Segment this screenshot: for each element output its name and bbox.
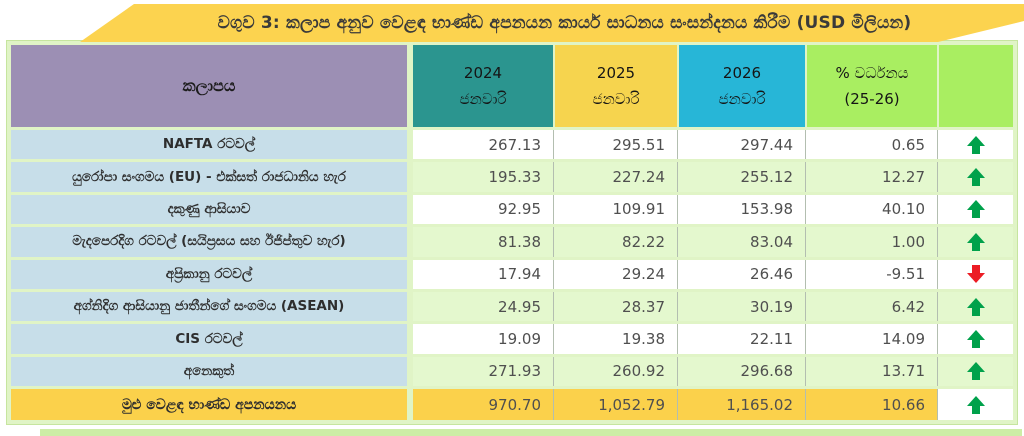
value-2026: 22.11 [677,324,805,354]
value-growth: 1.00 [805,227,937,257]
table-row: අප්‍රිකානු රටවල් 17.94 29.24 26.46 -9.51 [11,259,1013,289]
table-row: අග්නිදිග ආසියානු ජාතීන්ගේ සංගමය (ASEAN) … [11,291,1013,322]
value-growth: 0.65 [805,130,937,160]
table-title-banner: වගුව 3: කලාප අනුව වෙළඳ භාණ්ඩ අපනයන කාර්ය… [80,4,1024,42]
value-2026: 297.44 [677,130,805,160]
value-2025: 28.37 [553,291,677,322]
value-2025: 295.51 [553,130,677,160]
column-header-2025-month: ජනවාරි [592,90,640,108]
region-label: මැදපෙරදිග රටවල් (සයිප්‍රසය සහ ඊජිප්තුව හ… [11,227,407,257]
column-header-2026-month: ජනවාරි [718,90,766,108]
value-growth: 14.09 [805,324,937,354]
column-header-growth-label: % වර්ධනය [835,63,909,82]
value-2025: 29.24 [553,259,677,289]
region-label: දකුණු ආසියාව [11,194,407,225]
region-label: යුරෝපා සංගමය (EU) - එක්සත් රාජධානිය හැර [11,162,407,192]
column-header-2024: 2024 ජනවාරි [413,45,553,127]
trend-cell [937,227,1013,257]
value-2025: 82.22 [553,227,677,257]
value-2025: 227.24 [553,162,677,192]
trend-cell [937,291,1013,322]
total-value-2024: 970.70 [413,389,553,420]
value-2025: 19.38 [553,324,677,354]
trend-cell [937,130,1013,160]
value-2026: 83.04 [677,227,805,257]
value-2024: 92.95 [413,194,553,225]
table-title: වගුව 3: කලාප අනුව වෙළඳ භාණ්ඩ අපනයන කාර්ය… [217,13,912,33]
trend-arrow-icon [966,395,985,414]
value-2024: 271.93 [413,356,553,386]
trend-cell [937,162,1013,192]
region-label: අග්නිදිග ආසියානු ජාතීන්ගේ සංගමය (ASEAN) [11,291,407,322]
value-2026: 153.98 [677,194,805,225]
total-value-growth: 10.66 [805,389,937,420]
value-2026: 26.46 [677,259,805,289]
region-label: CIS රටවල් [11,324,407,354]
bottom-accent-strip [40,429,1022,436]
trend-arrow-icon [967,265,985,283]
column-header-trend [937,45,1013,127]
value-2024: 19.09 [413,324,553,354]
value-growth: -9.51 [805,259,937,289]
value-growth: 12.27 [805,162,937,192]
total-value-2026: 1,165.02 [677,389,805,420]
value-2025: 109.91 [553,194,677,225]
table-row: CIS රටවල් 19.09 19.38 22.11 14.09 [11,324,1013,354]
column-header-2026-year: 2026 [722,63,762,82]
table-row: මැදපෙරදිග රටවල් (සයිප්‍රසය සහ ඊජිප්තුව හ… [11,227,1013,257]
column-header-growth-period: (25-26) [844,90,900,108]
region-label: NAFTA රටවල් [11,130,407,160]
value-2024: 24.95 [413,291,553,322]
trend-arrow-icon [966,329,985,348]
value-2024: 17.94 [413,259,553,289]
trend-cell [937,389,1013,420]
value-2026: 255.12 [677,162,805,192]
table-row: අනෙකුත් 271.93 260.92 296.68 13.71 [11,356,1013,386]
region-label: අප්‍රිකානු රටවල් [11,259,407,289]
trend-cell [937,356,1013,386]
region-label: අනෙකුත් [11,356,407,386]
trend-arrow-icon [966,168,985,187]
column-header-growth: % වර්ධනය (25-26) [805,45,937,127]
value-growth: 40.10 [805,194,937,225]
value-2026: 30.19 [677,291,805,322]
value-2024: 195.33 [413,162,553,192]
column-header-2025: 2025 ජනවාරි [553,45,677,127]
trend-arrow-icon [966,135,985,154]
total-value-2025: 1,052.79 [553,389,677,420]
table-row: දකුණු ආසියාව 92.95 109.91 153.98 40.10 [11,194,1013,225]
value-growth: 13.71 [805,356,937,386]
trend-cell [937,324,1013,354]
value-2024: 81.38 [413,227,553,257]
trend-cell [937,194,1013,225]
column-header-region: කලාපය [11,45,407,127]
column-header-2026: 2026 ජනවාරි [677,45,805,127]
table-total-row: මුළු වෙළඳ භාණ්ඩ අපනයනය 970.70 1,052.79 1… [11,389,1013,420]
column-header-2024-year: 2024 [463,63,503,82]
value-2026: 296.68 [677,356,805,386]
total-label: මුළු වෙළඳ භාණ්ඩ අපනයනය [11,389,407,420]
trend-arrow-icon [966,297,985,316]
table-row: යුරෝපා සංගමය (EU) - එක්සත් රාජධානිය හැර … [11,162,1013,192]
column-header-2025-year: 2025 [596,63,636,82]
value-2025: 260.92 [553,356,677,386]
trend-arrow-icon [966,362,985,381]
table-header-row: කලාපය 2024 ජනවාරි 2025 ජනවාරි 2026 ජනවාර… [11,45,1013,127]
table-row: NAFTA රටවල් 267.13 295.51 297.44 0.65 [11,130,1013,160]
export-comparison-table: කලාපය 2024 ජනවාරි 2025 ජනවාරි 2026 ජනවාර… [6,40,1018,425]
trend-arrow-icon [966,200,985,219]
column-header-2024-month: ජනවාරි [459,90,507,108]
trend-cell [937,259,1013,289]
trend-arrow-icon [966,232,985,251]
value-growth: 6.42 [805,291,937,322]
value-2024: 267.13 [413,130,553,160]
